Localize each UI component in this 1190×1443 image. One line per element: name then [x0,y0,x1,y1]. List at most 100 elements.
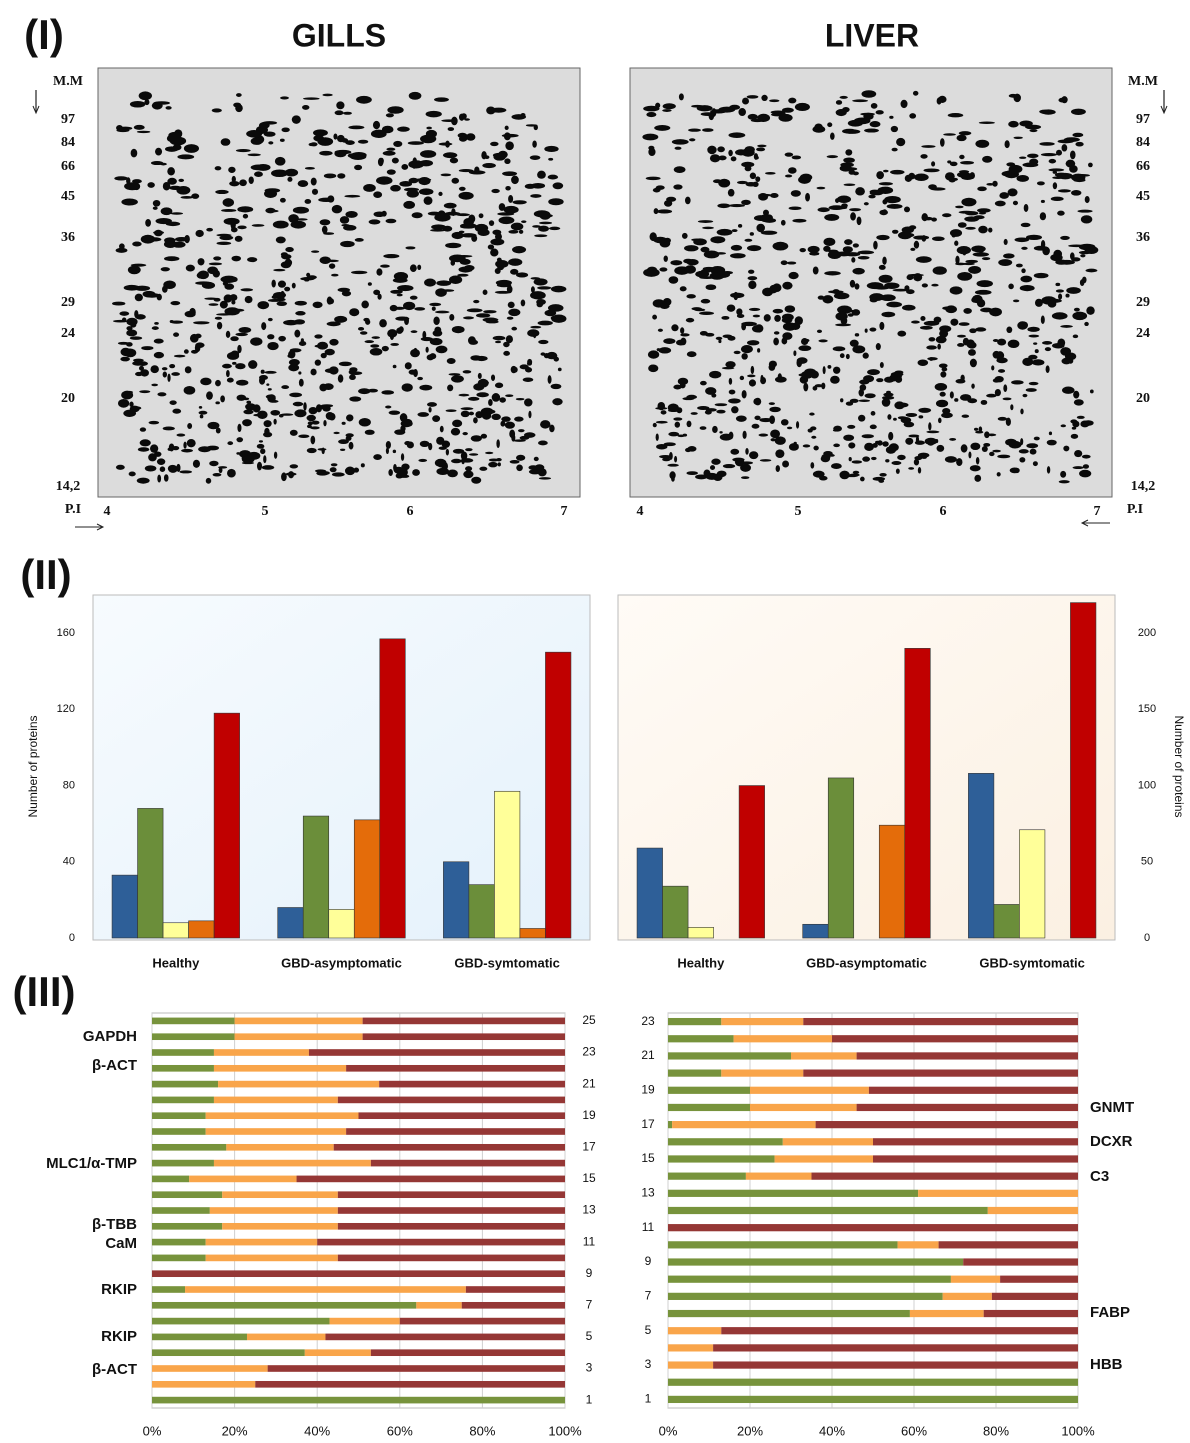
gel-spot [918,407,932,413]
gel-spot [835,312,848,321]
y-tick-label: 11 [583,1234,596,1248]
gel-spot [482,317,499,323]
gel-spot [1023,203,1029,212]
gel-spot [863,375,875,383]
gel-spot [1070,433,1079,439]
gel-spot [699,426,707,430]
gel-spot [688,128,701,132]
gel-spot [684,265,696,274]
bar-segment [782,1138,873,1146]
gel-spot [716,409,726,414]
y-tick-label: 120 [57,703,75,715]
gel-spot [280,413,294,416]
gel-spot [1025,388,1037,392]
gel-spot [461,457,465,465]
gel-spot [955,255,960,265]
gel-spot [300,338,304,343]
gel-spot [231,300,236,305]
gel-spot [260,369,265,374]
x-tick-label: 80% [469,1423,495,1438]
gel-spot [667,403,679,413]
gel-spot [918,415,924,419]
gel-spot [414,307,426,311]
gel-spot [470,355,482,361]
gel-spot [1074,449,1083,458]
gel-spot [417,412,430,417]
gel-spot [917,359,929,367]
gel-spot [652,314,657,320]
y-tick-label: 15 [582,1171,596,1185]
gel-spot [465,466,473,472]
gel-spot [126,329,138,337]
gel-spot [150,365,159,374]
gel-spot [883,169,889,173]
gel-spot [404,362,412,370]
bar [687,927,714,939]
gel-spot [677,377,689,385]
gel-spot [399,180,413,187]
gel-spot [236,437,244,443]
gel-spot [311,420,320,425]
gel-spot [144,465,157,472]
gel-spot [1008,120,1019,128]
gel-spot [225,330,231,338]
x-tick-label: Healthy [152,955,200,970]
gel-spot [705,387,717,395]
gel-spot [367,282,372,286]
gel-spot [417,376,423,381]
gel-spot [942,407,951,415]
gel-spot [271,279,276,288]
gel-spot [800,370,813,379]
gel-spot [162,426,175,431]
gel-spot [882,441,889,447]
gel-spot [235,332,248,337]
gel-spot [382,150,396,156]
gel-spot [809,251,820,256]
gel-spot [373,289,381,296]
gel-spot [473,417,478,424]
gel-spot [790,322,801,330]
gel-spot [187,423,193,429]
bar-segment [713,1361,1078,1369]
gel-spot [540,422,544,427]
gel-spot [336,134,345,143]
bar-segment [152,1317,330,1325]
gel-spot [162,285,168,293]
gel-spot [259,375,268,381]
bar [468,884,495,939]
gel-spot [757,348,761,353]
mw-tick-label: 14,2 [56,479,81,494]
gel-spot [458,169,474,173]
gel-spot [827,365,832,369]
gel-spot [1003,238,1008,246]
bar [1070,602,1097,939]
y-tick-label: 9 [586,1266,593,1280]
gel-spot [516,454,526,461]
gel-spot [861,434,874,439]
bar [519,928,546,939]
gel-spot [250,337,263,346]
gel-spot [1082,420,1094,426]
gel-spot [170,212,184,215]
gel-spot [769,99,780,103]
gel-spot [839,353,845,359]
gel-spot [900,99,908,109]
gel-spot [164,256,180,262]
bar-segment [750,1086,869,1094]
mw-tick-label: 20 [1136,391,1150,406]
gel-spot [949,438,957,441]
gel-spot [1068,244,1085,248]
gel-spot [442,152,458,159]
gel-spot [849,339,859,347]
gel-spot [288,358,300,366]
gel-spot [905,412,918,418]
gel-spot [920,154,928,159]
gel-spot [730,156,737,162]
mw-tick-label: 66 [61,159,75,174]
gel-spot [399,413,408,422]
gel-spot [884,195,901,204]
y-tick-label: 3 [586,1361,593,1375]
gel-spot [494,268,501,274]
gel-spot [752,314,761,318]
gel-spot [261,322,267,331]
